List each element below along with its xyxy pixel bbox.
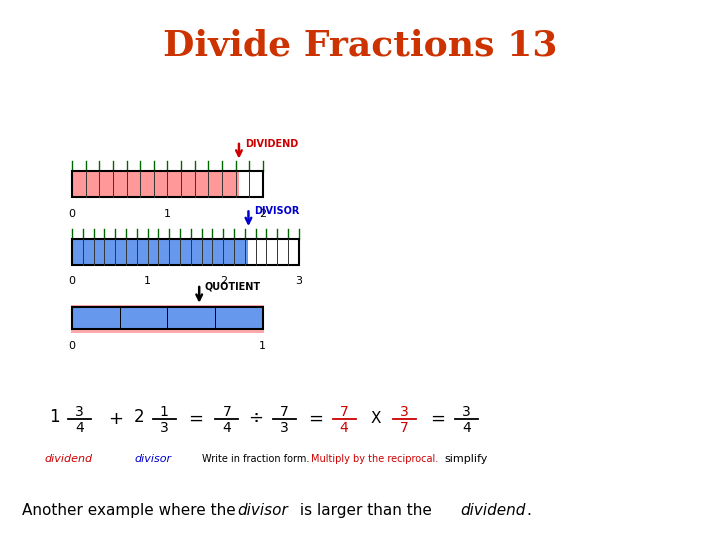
Bar: [71, 305, 264, 333]
Text: +: +: [108, 409, 122, 428]
Text: =: =: [308, 409, 323, 428]
Text: 2: 2: [259, 209, 266, 219]
Text: DIVIDEND: DIVIDEND: [245, 139, 298, 148]
Text: X: X: [371, 411, 381, 426]
Text: .: .: [526, 503, 531, 518]
Bar: [72, 171, 263, 197]
Text: 4: 4: [75, 421, 84, 435]
Text: 3: 3: [462, 405, 471, 419]
Text: 1: 1: [259, 341, 266, 352]
Bar: [72, 307, 263, 329]
Text: divisor: divisor: [135, 454, 172, 464]
Text: 2: 2: [220, 276, 227, 287]
Text: 3: 3: [400, 405, 409, 419]
Text: Write in fraction form.: Write in fraction form.: [202, 454, 310, 464]
Bar: [72, 239, 299, 265]
Text: 1: 1: [160, 405, 168, 419]
Text: 3: 3: [280, 421, 289, 435]
Text: =: =: [189, 409, 203, 428]
Text: QUOTIENT: QUOTIENT: [205, 281, 261, 291]
Text: 0: 0: [68, 209, 76, 219]
Text: dividend: dividend: [461, 503, 526, 518]
Text: 2: 2: [134, 408, 144, 427]
Bar: [72, 307, 263, 329]
Text: Multiply by the reciprocal.: Multiply by the reciprocal.: [311, 454, 438, 464]
Bar: [72, 171, 239, 197]
Text: DIVISOR: DIVISOR: [254, 206, 300, 216]
Text: 3: 3: [160, 421, 168, 435]
Text: Another example where the: Another example where the: [22, 503, 240, 518]
Text: 4: 4: [222, 421, 231, 435]
Text: ÷: ÷: [248, 409, 263, 428]
Text: Divide Fractions 13: Divide Fractions 13: [163, 29, 557, 63]
Text: 0: 0: [68, 276, 76, 287]
Text: is larger than the: is larger than the: [295, 503, 436, 518]
Text: 3: 3: [295, 276, 302, 287]
Bar: [239, 171, 263, 197]
Text: 7: 7: [340, 405, 348, 419]
Text: 1: 1: [164, 209, 171, 219]
Text: 1: 1: [49, 408, 59, 427]
Text: 7: 7: [222, 405, 231, 419]
Text: 0: 0: [68, 341, 76, 352]
Text: =: =: [431, 409, 445, 428]
Text: 3: 3: [75, 405, 84, 419]
Text: dividend: dividend: [45, 454, 92, 464]
Text: 4: 4: [340, 421, 348, 435]
Text: 7: 7: [400, 421, 409, 435]
Bar: [248, 239, 299, 265]
Text: 7: 7: [280, 405, 289, 419]
Text: simplify: simplify: [445, 454, 488, 464]
Text: 1: 1: [144, 276, 151, 287]
Bar: [72, 239, 248, 265]
Text: 4: 4: [462, 421, 471, 435]
Text: divisor: divisor: [237, 503, 287, 518]
